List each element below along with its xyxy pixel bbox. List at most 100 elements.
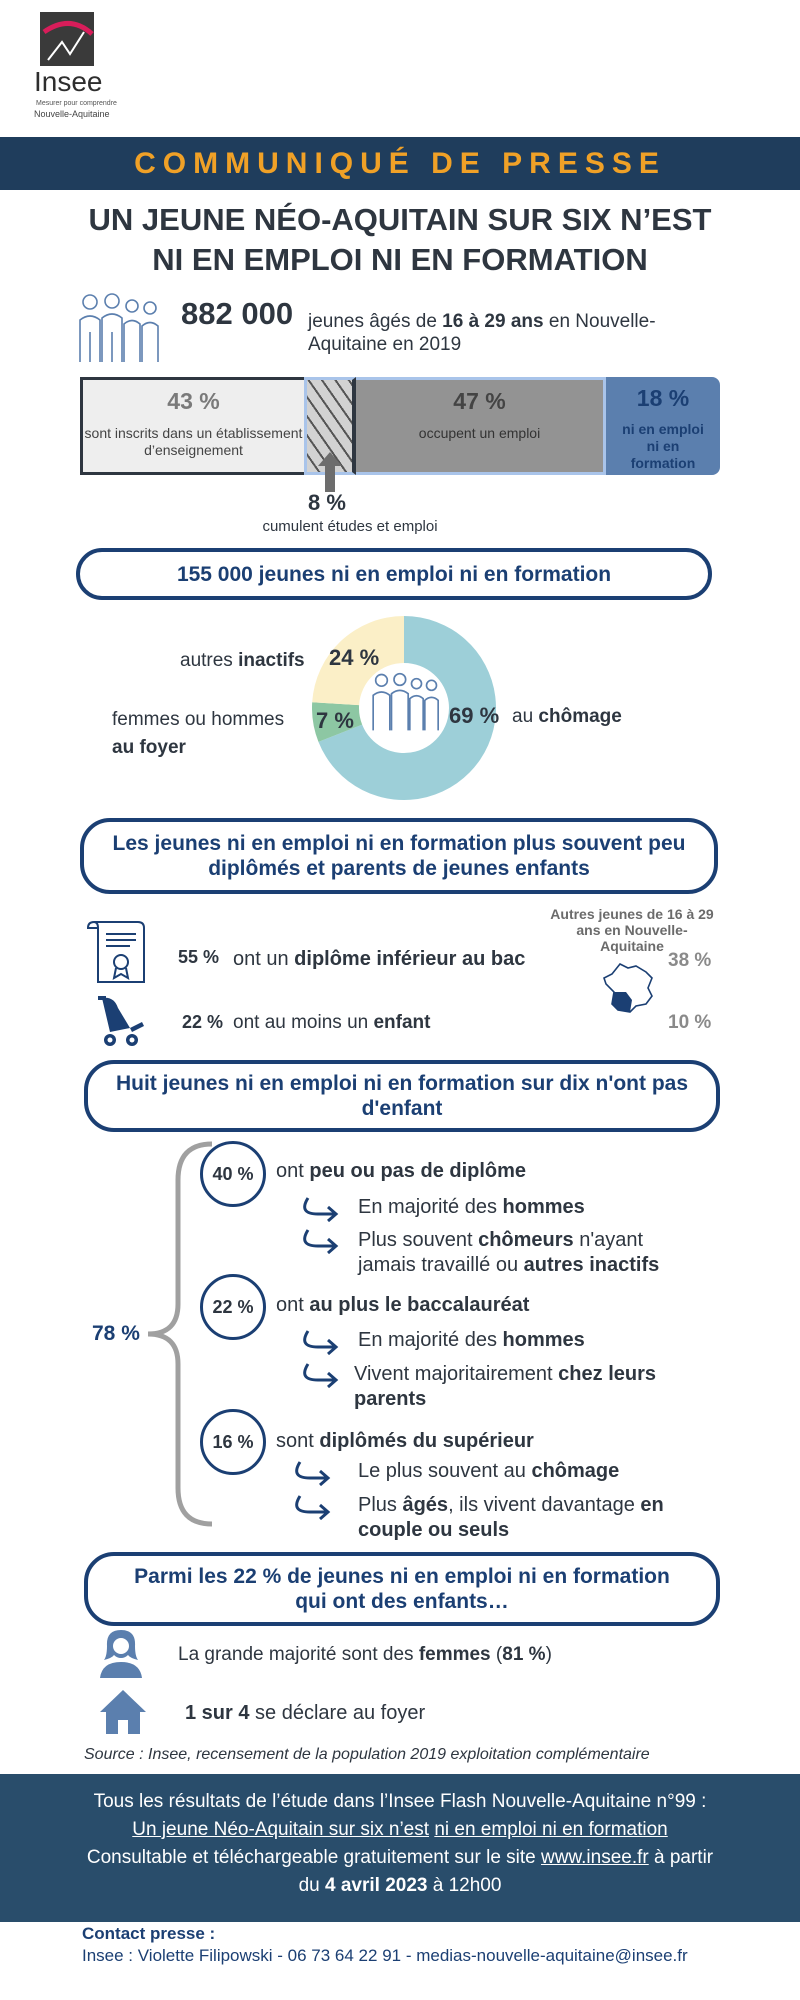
donut-home-pct: 7 % bbox=[316, 708, 354, 733]
logo-mark-icon bbox=[40, 12, 94, 66]
compare-row2-text-a: ont au moins un bbox=[233, 1012, 374, 1033]
section2-line2: diplômés et parents de jeunes enfants bbox=[208, 857, 590, 880]
compare-row2-text-b: enfant bbox=[373, 1012, 431, 1033]
donut-other-label-b: inactifs bbox=[238, 650, 305, 671]
intro-text: jeunes âgés de 16 à 29 ans en Nouvelle- A… bbox=[308, 310, 728, 356]
donut-home-label: femmes ou hommes au foyer bbox=[112, 706, 284, 762]
footer-line4b: à 12h00 bbox=[427, 1875, 502, 1896]
bar-both-label: cumulent études et emploi bbox=[262, 518, 438, 535]
title-line2: NI EN EMPLOI NI EN FORMATION bbox=[152, 242, 648, 277]
group1-bullet2: Plus souvent chômeurs n'ayant jamais tra… bbox=[358, 1228, 659, 1278]
compare-header: Autres jeunes de 16 à 29 ans en Nouvelle… bbox=[550, 906, 714, 954]
group3-bullet1: Le plus souvent au chômage bbox=[358, 1460, 619, 1483]
group3-bullet2: Plus âgés, ils vivent davantage en coupl… bbox=[358, 1493, 664, 1543]
group2-bullet2-c: parents bbox=[354, 1388, 427, 1410]
title-line1: UN JEUNE NÉO-AQUITAIN SUR SIX N’EST bbox=[88, 202, 712, 237]
group2-bullet1: En majorité des hommes bbox=[358, 1329, 585, 1352]
donut-slice-unemployed bbox=[318, 616, 496, 800]
intro-text-c: en Nouvelle- bbox=[543, 311, 656, 332]
group3-bullet2-e: couple ou seuls bbox=[358, 1519, 510, 1541]
diploma-icon bbox=[86, 920, 145, 983]
section1-heading: 155 000 jeunes ni en emploi ni en format… bbox=[76, 548, 712, 600]
compare-row2-pct: 22 % bbox=[182, 1012, 224, 1032]
group3-pct: 16 % bbox=[200, 1409, 266, 1475]
bullet-arrow-icon bbox=[303, 1197, 339, 1222]
group2-title-b: au plus le baccalauréat bbox=[309, 1294, 530, 1316]
woman-icon bbox=[100, 1630, 142, 1678]
donut-unemployed-label-a: au bbox=[512, 706, 539, 727]
parents-row2-a: 1 sur 4 bbox=[185, 1702, 250, 1724]
footer-link2[interactable]: ni en emploi ni en formation bbox=[434, 1819, 668, 1840]
parents-row1-d: 81 % bbox=[502, 1644, 546, 1665]
intro-value: 882 000 bbox=[181, 296, 294, 331]
insee-logo: Insee Mesurer pour comprendre Nouvelle-A… bbox=[34, 12, 124, 119]
donut-other-label: autres inactifs bbox=[180, 650, 305, 672]
bar-employed-label: occupent un emploi bbox=[418, 425, 541, 441]
bullet-arrow-icon bbox=[303, 1229, 339, 1254]
group1-bullet2-a: Plus souvent bbox=[358, 1229, 479, 1251]
bar-segment-both bbox=[304, 377, 356, 475]
compare-row1-pct: 55 % bbox=[178, 947, 220, 967]
section4-heading: Parmi les 22 % de jeunes ni en emploi ni… bbox=[84, 1552, 720, 1626]
footer-band: Tous les résultats de l’étude dans l’Ins… bbox=[0, 1774, 800, 1922]
parents-row1-b: femmes bbox=[418, 1644, 491, 1665]
bar-enrolled-label: sont inscrits dans un établissement d’en… bbox=[84, 425, 303, 458]
group3-bullet2-a: Plus bbox=[358, 1494, 403, 1516]
group2-bullet2: Vivent majoritairement chez leurs parent… bbox=[354, 1362, 656, 1412]
donut-slice-home bbox=[312, 702, 363, 742]
france-map-icon bbox=[603, 962, 653, 1013]
bar-neet-pct: 18 % bbox=[636, 385, 690, 411]
compare-row1-text-b: diplôme inférieur au bac bbox=[294, 948, 526, 970]
group3-bullet2-d: en bbox=[640, 1494, 664, 1516]
contact-details[interactable]: Insee : Violette Filipowski - 06 73 64 2… bbox=[82, 1946, 688, 1965]
bar-segment-enrolled: 43 % sont inscrits dans un établissement… bbox=[80, 377, 304, 475]
intro-age-range: 16 à 29 ans bbox=[442, 311, 544, 332]
group2-title: ont au plus le baccalauréat bbox=[276, 1294, 529, 1317]
parents-row1-a: La grande majorité sont des bbox=[178, 1644, 419, 1665]
section3-line2: d'enfant bbox=[361, 1097, 443, 1120]
section3-heading: Huit jeunes ni en emploi ni en formation… bbox=[84, 1060, 720, 1132]
group3-title: sont diplômés du supérieur bbox=[276, 1430, 534, 1453]
footer-study-link[interactable]: Un jeune Néo-Aquitain sur six n’est ni e… bbox=[0, 1816, 800, 1844]
parents-row1: La grande majorité sont des femmes (81 %… bbox=[178, 1644, 552, 1666]
group3-title-a: sont bbox=[276, 1430, 320, 1452]
group2-bullet1-b: hommes bbox=[502, 1329, 585, 1351]
compare-row2-other: 10 % bbox=[668, 1012, 712, 1033]
logo-region: Nouvelle-Aquitaine bbox=[34, 109, 110, 119]
group1-bullet2-e: autres inactifs bbox=[523, 1254, 660, 1276]
group3-bullet2-c: , ils vivent davantage bbox=[448, 1494, 641, 1516]
section3-line1: Huit jeunes ni en emploi ni en formation… bbox=[115, 1072, 689, 1095]
bullet-arrow-icon bbox=[303, 1363, 339, 1388]
group3-bullet2-b: âgés bbox=[402, 1494, 449, 1516]
donut-unemployed-label: au chômage bbox=[512, 706, 622, 728]
group1-title-b: peu ou pas de diplôme bbox=[309, 1160, 527, 1182]
contact-title: Contact presse : bbox=[82, 1924, 216, 1943]
donut-other-label-a: autres bbox=[180, 650, 239, 671]
donut-slice-other bbox=[312, 616, 404, 706]
donut-center-people-icon bbox=[372, 672, 439, 731]
section2-heading: Les jeunes ni en emploi ni en formation … bbox=[80, 818, 718, 894]
donut-unemployed-label-b: chômage bbox=[538, 706, 622, 727]
footer-line3a: Consultable et téléchargeable gratuiteme… bbox=[86, 1847, 542, 1868]
footer-link1[interactable]: Un jeune Néo-Aquitain sur six n’est bbox=[132, 1819, 430, 1840]
donut-other-pct: 24 % bbox=[329, 645, 380, 670]
group3-bullet1-a: Le plus souvent au bbox=[358, 1460, 532, 1482]
group1-bullet1: En majorité des hommes bbox=[358, 1196, 585, 1219]
group1-bullet1-a: En majorité des bbox=[358, 1196, 503, 1218]
compare-row1-other: 38 % bbox=[668, 950, 712, 971]
parents-row2: 1 sur 4 se déclare au foyer bbox=[185, 1702, 425, 1725]
footer-site-link[interactable]: www.insee.fr bbox=[541, 1847, 649, 1868]
bar-both-pct: 8 % bbox=[308, 490, 346, 515]
press-release-banner: COMMUNIQUÉ DE PRESSE bbox=[0, 137, 800, 190]
intro-text-a: jeunes âgés de bbox=[308, 311, 443, 332]
footer-date: 4 avril 2023 bbox=[324, 1875, 428, 1896]
logo-name: Insee bbox=[34, 66, 103, 97]
group2-title-a: ont bbox=[276, 1294, 310, 1316]
bullet-arrow-icon bbox=[295, 1495, 331, 1520]
donut-home-label-a: femmes ou hommes bbox=[112, 709, 285, 730]
young-people-icon bbox=[79, 293, 159, 362]
group3-bullet1-b: chômage bbox=[531, 1460, 620, 1482]
group1-bullet2-b: chômeurs bbox=[478, 1229, 574, 1251]
neet-status-donut bbox=[312, 616, 496, 800]
parents-row1-e: ) bbox=[545, 1644, 552, 1665]
